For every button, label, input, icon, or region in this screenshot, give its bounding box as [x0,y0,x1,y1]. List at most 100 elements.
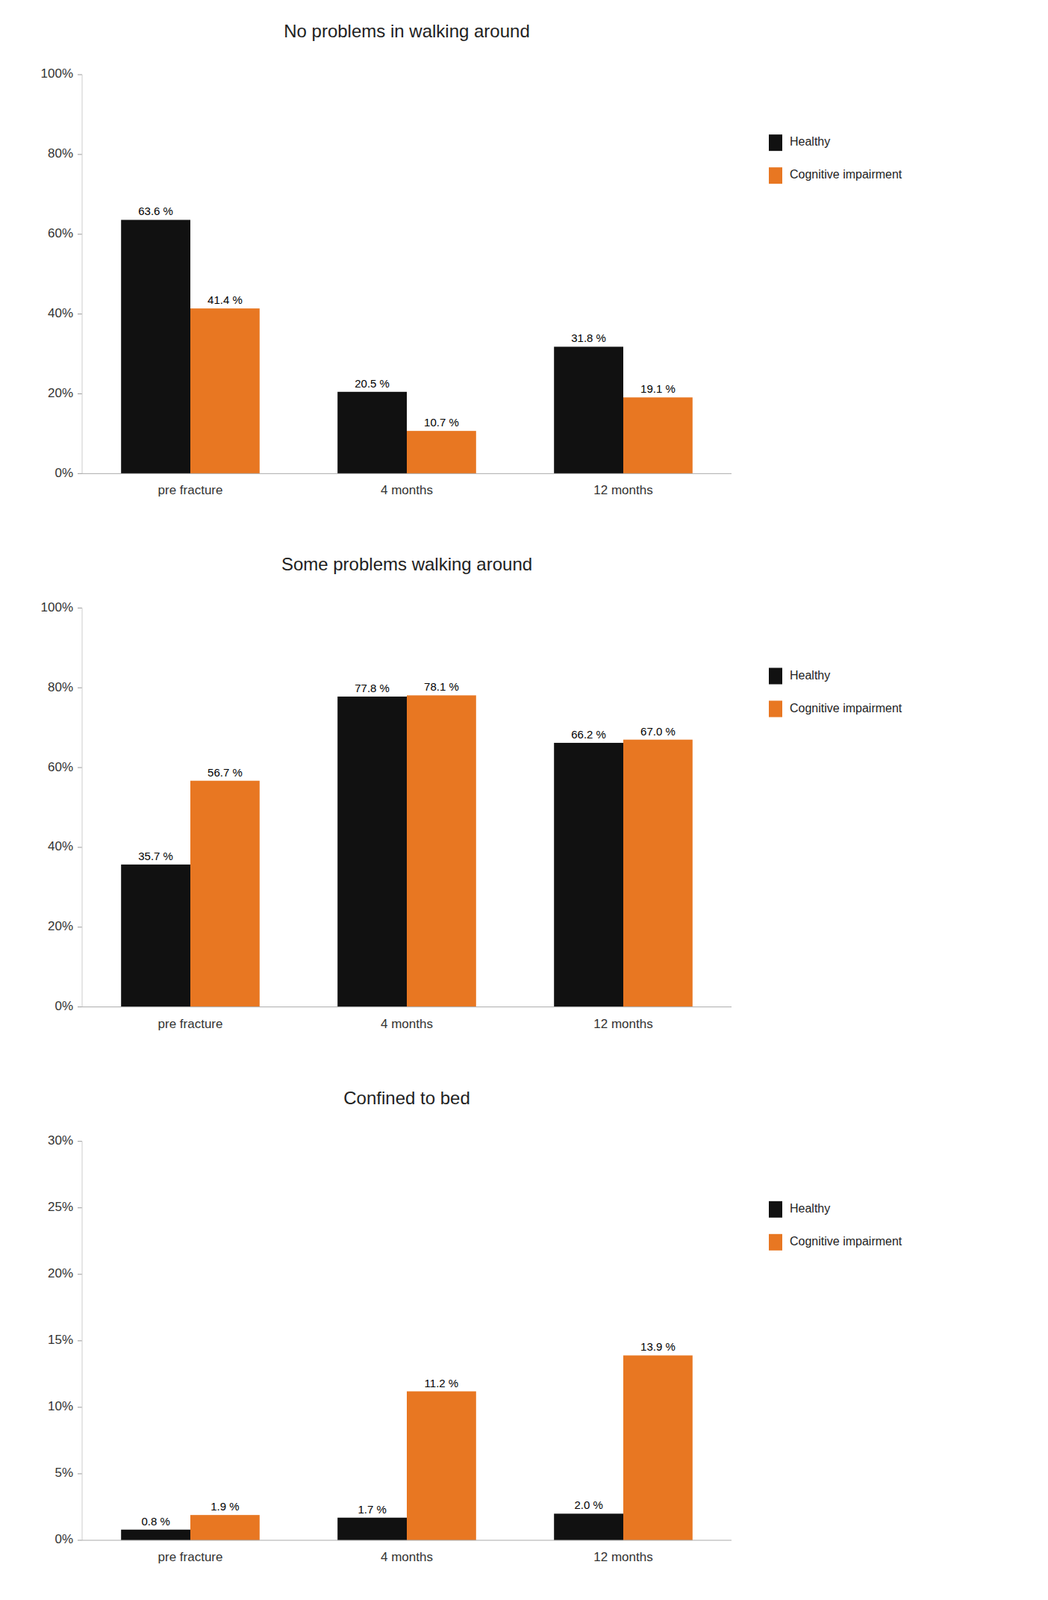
y-tick-label: 60% [47,226,74,241]
bar [553,742,624,1007]
x-tick-label: 4 months [380,1016,433,1031]
x-axis-line [82,1006,732,1007]
y-tick-label: 0% [54,998,74,1013]
data-labels: 0.8 % 1.7 % 2.0 % 1.9 % 11.2 % 13.9 % [141,1339,675,1527]
chart-title: Some problems walking around [281,553,533,575]
bar [623,1354,693,1540]
y-tick [77,687,83,689]
legend-label: Healthy [789,1201,831,1215]
x-tick-label: pre fracture [158,482,224,498]
y-tick-label: 80% [47,680,74,695]
data-label: 11.2 % [424,1376,460,1390]
data-label: 20.5 % [354,376,390,390]
bar [190,308,260,474]
y-tick [77,1206,83,1208]
y-axis-line [82,74,83,474]
x-axis-line [82,1539,732,1541]
bar [623,397,693,474]
x-tick-label: pre fracture [158,1016,224,1031]
x-tick-label: 4 months [380,1549,433,1564]
data-label: 56.7 % [207,765,243,779]
data-label: 1.7 % [357,1502,386,1516]
data-label: 78.1 % [423,680,460,693]
legend-label: Cognitive impairment [789,167,903,181]
bar [553,1513,624,1540]
legend-label: Cognitive impairment [789,701,903,715]
y-tick-label: 0% [54,1531,74,1546]
legend: Healthy Cognitive impairment [768,134,903,184]
y-tick-label: 0% [54,465,74,480]
data-label: 13.9 % [640,1339,676,1353]
y-tick [77,1140,83,1142]
y-tick-label: 100% [41,66,74,81]
legend-swatch [768,700,783,717]
chart-panel: Confined to bed0%5%10%15%20%25%30%0.8 %1… [47,1087,903,1564]
data-label: 0.8 % [141,1514,170,1528]
legend-swatch [768,134,783,151]
legend-swatch [768,667,783,684]
bar [337,1517,407,1540]
legend-label: Healthy [789,668,831,682]
chart-title: Confined to bed [343,1087,470,1108]
x-tick-label: 12 months [593,1016,653,1031]
background [0,0,1048,1600]
bars [120,1354,693,1540]
data-label: 1.9 % [210,1499,239,1513]
figure: No problems in walking around 0% 20% 40% 60%… [0,0,1048,1600]
y-tick-label: 20% [47,1265,74,1281]
y-tick-label: 20% [47,385,74,401]
y-tick-label: 20% [47,918,74,934]
y-tick-label: 25% [47,1199,74,1214]
x-tick-label: 12 months [593,1549,653,1564]
x-tick-label: pre fracture [158,1549,224,1564]
y-tick [77,1406,83,1408]
y-tick-label: 40% [47,306,74,321]
y-tick-label: 100% [41,600,74,615]
y-tick [77,393,83,395]
chart-panel: No problems in walking around 0% 20% 40% 60%… [41,20,903,498]
bars [120,694,693,1007]
y-tick-label: 10% [47,1398,74,1414]
chart-panel: Some problems walking around0%20%40%60%8… [41,553,903,1031]
y-tick [77,1006,83,1007]
x-tick-label: 4 months [380,482,433,498]
bar [406,430,477,474]
data-label: 19.1 % [640,382,676,395]
y-tick [77,473,83,474]
y-tick [77,1339,83,1341]
bars [120,219,693,474]
data-labels: 35.7 %77.8 %66.2 %56.7 %78.1 %67.0 % [138,680,676,863]
y-tick [77,926,83,928]
y-tick [77,846,83,848]
data-labels: 63.6 %20.5 %31.8 %41.4 %10.7 %19.1 % [138,204,676,429]
bar [623,739,693,1007]
data-label: 10.7 % [423,415,460,429]
data-label: 67.0 % [640,724,676,738]
legend: Healthy Cognitive impairment [768,1201,903,1251]
bar [406,1391,477,1540]
y-tick [77,233,83,235]
y-axis-line [82,1141,83,1540]
legend-label: Healthy [789,135,831,148]
y-tick [77,1539,83,1541]
bar [190,1514,260,1540]
y-tick-label: 80% [47,146,74,161]
data-label: 66.2 % [571,727,607,741]
legend-label: Cognitive impairment [789,1234,903,1248]
data-label: 41.4 % [207,293,243,307]
data-label: 63.6 % [138,204,174,218]
y-tick-label: 5% [54,1465,74,1480]
y-tick [77,607,83,609]
x-axis-line [82,473,732,474]
y-tick [77,153,83,155]
chart-title: No problems in walking around [283,20,530,42]
data-label: 2.0 % [574,1498,603,1511]
y-tick-label: 60% [47,759,74,775]
y-tick-label: 30% [47,1133,74,1148]
y-axis-line [82,607,83,1007]
legend-swatch [768,1201,783,1218]
bar [337,391,407,474]
y-tick [77,1472,83,1474]
bar [120,1529,191,1540]
y-tick [77,767,83,769]
